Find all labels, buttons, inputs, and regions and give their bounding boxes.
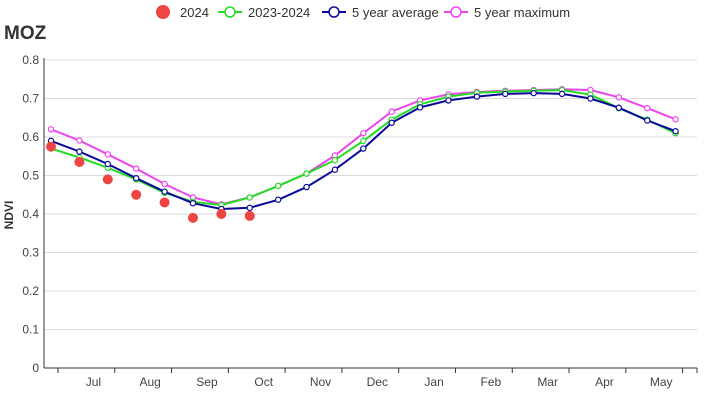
legend-label-2024: 2024	[180, 5, 209, 20]
data-point-5-year-maximum-3	[132, 165, 140, 172]
y-tick-label-3: 0.3	[22, 246, 39, 260]
y-tick-label-8: 0.8	[22, 53, 39, 67]
x-tick-label-jul: Jul	[86, 375, 101, 389]
y-tick-label-5: 0.5	[22, 169, 39, 183]
data-point-2023-2024-11	[360, 137, 367, 145]
legend-marker-2024	[156, 5, 170, 19]
data-point-5-year-average-19	[587, 95, 594, 102]
data-point-2024-2	[102, 174, 113, 185]
x-tick-label-apr: Apr	[595, 375, 614, 389]
x-axis: Jul Aug Sep Oct Nov Dec Jan Feb Mar Apr May	[43, 58, 698, 389]
data-point-2023-2024-7	[246, 194, 253, 201]
data-point-5-year-average-13	[416, 104, 424, 111]
legend-item-5-year-maximum[interactable]: 5 year maximum	[444, 5, 570, 20]
series-5-year-maximum	[47, 86, 679, 208]
x-tick-label-mar: Mar	[537, 375, 558, 389]
x-tick-label-jan: Jan	[424, 375, 443, 389]
y-tick-label-6: 0.6	[22, 130, 39, 144]
data-point-2024-6	[216, 209, 227, 219]
y-tick-label-2: 0.2	[22, 284, 39, 298]
data-point-5-year-average-14	[445, 97, 452, 104]
data-point-5-year-average-16	[502, 90, 509, 98]
y-tick-label-4: 0.4	[22, 207, 39, 221]
data-point-5-year-average-10	[331, 166, 339, 173]
data-point-5-year-maximum-21	[644, 104, 651, 112]
y-tick-label-0: 0	[32, 361, 39, 375]
legend-label-5-year-maximum: 5 year maximum	[474, 5, 570, 20]
data-point-5-year-average-1	[76, 148, 83, 155]
data-point-5-year-average-4	[161, 188, 168, 195]
legend-marker-2023-2024	[224, 6, 236, 18]
x-tick-label-aug: Aug	[139, 375, 160, 389]
data-point-5-year-average-7	[246, 204, 253, 212]
y-tick-label-7: 0.7	[22, 92, 39, 106]
chart-series	[46, 86, 679, 223]
legend-item-5-year-average[interactable]: 5 year average	[322, 5, 439, 20]
data-point-5-year-maximum-2	[104, 151, 111, 158]
data-point-2023-2024-8	[274, 182, 282, 190]
chart-title: MOZ	[4, 23, 47, 44]
chart-legend[interactable]: 2024 2023-2024 5 year average 5 year maximu…	[156, 5, 570, 20]
data-point-2024-0	[46, 141, 56, 152]
x-tick-label-dec: Dec	[367, 375, 388, 389]
data-point-5-year-average-20	[615, 104, 623, 111]
data-point-5-year-maximum-12	[388, 108, 395, 115]
data-point-2024-3	[131, 189, 142, 200]
legend-marker-5-year-average	[328, 6, 340, 18]
data-point-5-year-average-11	[360, 145, 367, 152]
y-axis-title: NDVI	[2, 201, 16, 230]
data-point-5-year-average-9	[303, 183, 310, 191]
data-point-5-year-maximum-11	[360, 129, 367, 137]
legend-label-2023-2024: 2023-2024	[248, 5, 310, 20]
x-tick-label-feb: Feb	[481, 375, 502, 389]
data-point-5-year-maximum-22	[672, 116, 679, 123]
x-tick-label-nov: Nov	[310, 375, 331, 389]
data-point-5-year-average-18	[558, 90, 566, 98]
legend-item-2023-2024[interactable]: 2023-2024	[218, 5, 310, 20]
legend-item-2024[interactable]: 2024	[156, 5, 209, 20]
data-point-5-year-average-12	[388, 119, 395, 126]
data-point-5-year-maximum-4	[161, 180, 168, 188]
series-2024	[46, 141, 255, 223]
data-point-5-year-maximum-1	[76, 137, 83, 144]
data-point-5-year-average-21	[644, 117, 651, 124]
data-point-5-year-average-22	[672, 128, 679, 135]
data-point-5-year-maximum-20	[615, 94, 623, 101]
y-axis-ticks: 0 0.1 0.2 0.3 0.4 0.5 0.6 0.7 0.8	[22, 53, 39, 375]
data-point-2023-2024-10	[331, 156, 339, 164]
legend-marker-5-year-maximum	[450, 6, 462, 18]
series-2023-2024	[47, 86, 679, 209]
data-point-5-year-maximum-0	[47, 126, 55, 133]
data-point-2024-1	[74, 157, 85, 168]
data-point-2024-4	[159, 197, 170, 208]
legend-label-5-year-average: 5 year average	[352, 5, 439, 20]
data-point-5-year-average-5	[189, 200, 197, 207]
x-tick-label-oct: Oct	[254, 375, 273, 389]
data-point-5-year-average-8	[274, 196, 282, 203]
y-tick-label-1: 0.1	[22, 323, 39, 337]
data-point-5-year-average-2	[104, 160, 111, 168]
series-5-year-average	[47, 89, 679, 213]
data-point-5-year-average-17	[530, 89, 537, 97]
data-point-5-year-average-15	[473, 93, 481, 100]
data-point-2024-7	[244, 210, 255, 221]
data-point-5-year-average-3	[132, 174, 140, 182]
x-tick-label-sep: Sep	[196, 375, 218, 389]
data-point-2023-2024-9	[303, 170, 310, 177]
x-tick-label-may: May	[650, 375, 673, 389]
data-point-2024-5	[187, 212, 198, 223]
